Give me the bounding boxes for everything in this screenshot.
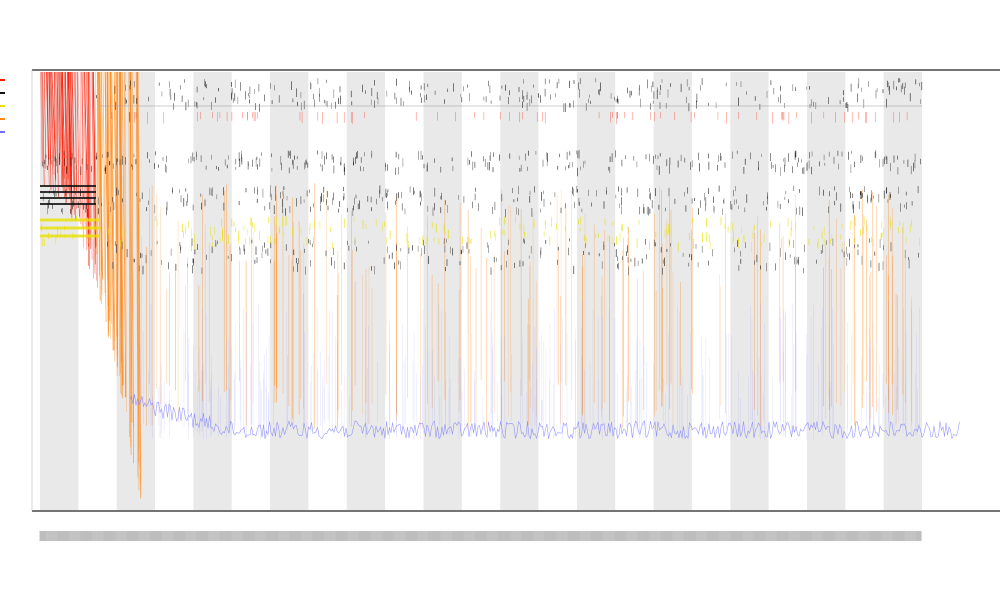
series-line bbox=[50, 71, 55, 168]
series-line bbox=[58, 71, 62, 187]
series-line bbox=[137, 71, 141, 499]
series-line bbox=[104, 71, 107, 303]
background-band bbox=[423, 72, 462, 510]
series-line bbox=[70, 71, 75, 215]
series-line bbox=[114, 71, 119, 335]
legend-swatch bbox=[0, 118, 5, 120]
series-line bbox=[47, 71, 50, 186]
series-line bbox=[71, 71, 75, 191]
series-line bbox=[120, 71, 124, 399]
series-line bbox=[56, 71, 61, 162]
legend-swatch bbox=[0, 131, 5, 133]
series-line bbox=[54, 71, 56, 192]
series-path bbox=[129, 394, 960, 440]
series-line bbox=[99, 71, 102, 272]
series-line bbox=[72, 71, 76, 221]
series-line bbox=[129, 71, 134, 427]
series-line bbox=[109, 71, 114, 351]
series-line bbox=[113, 71, 117, 337]
legend-swatch bbox=[0, 105, 5, 107]
legend-item bbox=[0, 100, 22, 112]
series-line bbox=[97, 71, 100, 276]
background-band bbox=[270, 72, 309, 510]
legend-item bbox=[0, 87, 22, 99]
series-line bbox=[55, 71, 58, 174]
series-line bbox=[118, 71, 122, 364]
legend-swatch bbox=[0, 79, 5, 81]
series-line bbox=[46, 71, 49, 160]
legend-item bbox=[0, 74, 22, 86]
series-line bbox=[135, 71, 139, 463]
background-band bbox=[500, 72, 539, 510]
legend-swatch bbox=[0, 92, 5, 94]
series-line bbox=[84, 71, 89, 219]
series-line bbox=[92, 71, 94, 279]
legend bbox=[0, 74, 22, 164]
series-line bbox=[40, 71, 43, 168]
series-line bbox=[44, 71, 47, 169]
series-line bbox=[102, 71, 107, 323]
series-line bbox=[98, 71, 101, 302]
series-line bbox=[67, 71, 69, 180]
series-line bbox=[99, 71, 103, 279]
series-line bbox=[110, 71, 114, 324]
series-red-lines bbox=[40, 71, 142, 499]
series-line bbox=[61, 71, 63, 187]
series-line bbox=[109, 71, 111, 339]
series-line bbox=[62, 71, 64, 186]
series-line bbox=[91, 71, 96, 274]
series-line bbox=[81, 71, 84, 248]
background-band bbox=[193, 72, 232, 510]
background-band bbox=[807, 72, 846, 510]
background-band bbox=[576, 72, 616, 510]
series-yellow-ticks bbox=[40, 215, 920, 252]
axes bbox=[31, 69, 1000, 512]
x-tick-labels bbox=[39, 531, 922, 541]
series-line bbox=[49, 71, 52, 191]
series-black-ticks bbox=[40, 78, 923, 276]
title-block bbox=[0, 4, 1000, 10]
series-line bbox=[101, 71, 106, 293]
series-line bbox=[136, 71, 140, 491]
legend-item bbox=[0, 126, 22, 138]
background-band bbox=[730, 72, 769, 510]
series-line bbox=[49, 71, 54, 195]
series-line bbox=[128, 71, 131, 438]
series-line bbox=[81, 71, 86, 228]
series-blue-lines bbox=[129, 300, 960, 440]
series-line bbox=[69, 71, 72, 186]
series-line bbox=[124, 71, 126, 398]
series-line bbox=[119, 71, 123, 396]
series-line bbox=[116, 71, 118, 357]
series-line bbox=[125, 71, 127, 413]
background-band bbox=[653, 72, 692, 510]
series-line bbox=[138, 71, 142, 497]
series-line bbox=[95, 71, 97, 255]
series-line bbox=[98, 71, 101, 300]
legend-item bbox=[0, 113, 22, 125]
series-line bbox=[41, 71, 44, 163]
series-orange-lines bbox=[111, 112, 912, 430]
series-line bbox=[62, 71, 66, 206]
series-line bbox=[74, 71, 78, 192]
series-line bbox=[111, 71, 116, 342]
series-line bbox=[64, 71, 67, 186]
series-line bbox=[92, 71, 96, 265]
